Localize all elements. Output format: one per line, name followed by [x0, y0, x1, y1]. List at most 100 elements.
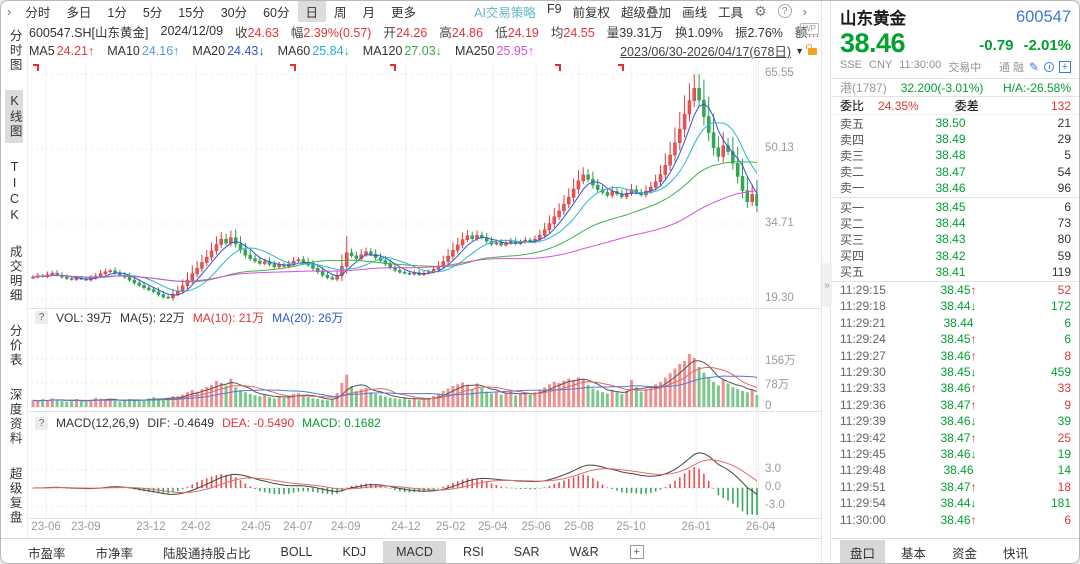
ask-row[interactable]: 卖五 38.50 21 [840, 116, 1071, 131]
pane-help-icon[interactable]: ? [35, 416, 48, 430]
market-status: SSE CNY 11:30:00 交易中 [840, 59, 981, 75]
period-tab-多日[interactable]: 多日 [66, 5, 92, 20]
period-tab-日[interactable]: 日 [297, 1, 327, 22]
sidebar-item-成交明细[interactable]: 成交明细 [7, 244, 22, 303]
ai-strategy-button[interactable]: AI交易策略 [474, 5, 536, 20]
bid-row[interactable]: 买四 38.42 59 [840, 248, 1071, 264]
indicator-tab-bar: 市盈率 市净率 陆股通持股占比 BOLL KDJ MACD RSI SAR W&R + [1, 538, 821, 563]
help-icon[interactable]: ? [777, 4, 792, 18]
add-indicator-icon[interactable]: + [629, 545, 644, 559]
quote-tab-基本[interactable]: 基本 [901, 546, 927, 561]
edit-icon[interactable]: ✎ [1028, 60, 1039, 74]
change-value: -0.79 [979, 37, 1014, 54]
x-axis-label: 24-12 [391, 521, 421, 533]
macd-pane-header: ? MACD(12,26,9) DIF: -0.4649 DEA: -0.5490 MA… [35, 416, 381, 430]
menu-item-前复权[interactable]: 前复权 [572, 5, 611, 20]
alert-bell-icon[interactable] [1044, 62, 1054, 72]
weibi-label: 委比 [840, 99, 865, 113]
period-tab-月[interactable]: 月 [362, 5, 376, 20]
quote-header: 山东黄金 600547 38.46 -0.79 -2.01% SSE CNY 1… [831, 1, 1079, 79]
indicator-tab-BOLL[interactable]: BOLL [280, 545, 313, 559]
macd-axis-label: 0.0 [765, 481, 781, 493]
sidebar-item-TICK[interactable]: TICK [7, 159, 22, 224]
time-and-sales: 11:29:15 38.45↑ 52 11:29:18 38.44↓ 172 11:29:2… [831, 282, 1079, 528]
period-tab-更多[interactable]: 更多 [391, 5, 417, 20]
indicator-tab-RSI[interactable]: RSI [462, 545, 484, 559]
x-axis-label: 25-04 [478, 521, 508, 533]
menu-item-超级叠加[interactable]: 超级叠加 [621, 5, 672, 20]
wp-badge[interactable]: WP [800, 23, 819, 35]
last-price: 38.46 [840, 28, 906, 58]
pane-header-item: VOL: 39万 [56, 311, 113, 325]
weicha-label: 委差 [954, 99, 979, 113]
bid-row[interactable]: 买二 38.44 73 [840, 216, 1071, 231]
ask-row[interactable]: 卖四 38.49 29 [840, 132, 1071, 147]
collapse-panel-handle[interactable]: » [822, 263, 832, 307]
ma-values: MA5 24.21↑ MA10 24.16↑ MA20 24.43↓ MA60 25.84↓ M… [29, 44, 534, 58]
ask-row[interactable]: 卖二 38.47 54 [840, 164, 1071, 180]
period-tab-周[interactable]: 周 [334, 5, 347, 20]
x-axis-label: 24-02 [181, 521, 211, 533]
quote-tab-资金[interactable]: 资金 [952, 546, 978, 561]
ask-row[interactable]: 卖一 38.46 96 [840, 180, 1071, 196]
sidebar-item-深度资料[interactable]: 深度资料 [7, 388, 22, 446]
menu-item-F9[interactable]: F9 [546, 1, 562, 16]
period-tab-分时[interactable]: 分时 [25, 5, 51, 20]
caret-down-icon[interactable]: ▼ [795, 45, 804, 56]
settings-gear-icon[interactable]: ⚙ [754, 2, 767, 19]
x-axis-label: 23-09 [71, 521, 101, 533]
hk-premium: H/A:-26.58% [1002, 80, 1071, 95]
quote-tab-快讯[interactable]: 快讯 [1003, 546, 1029, 561]
info-field-均: 均24.55 [550, 25, 595, 40]
period-tab-1分[interactable]: 1分 [107, 5, 127, 20]
exchange-label: SSE [840, 59, 863, 71]
date-range-selector[interactable]: 2023/06/30-2026/04/17(678日) [620, 45, 792, 59]
indicator-tab-市盈率[interactable]: 市盈率 [28, 546, 66, 561]
candlestick-chart[interactable]: ? VOL: 39万 MA(5): 22万 MA(10): 21万 MA(20): 26… [29, 60, 821, 538]
menu-item-画线[interactable]: 画线 [682, 5, 708, 20]
period-tab-15分[interactable]: 15分 [178, 5, 205, 20]
stock-name: 山东黄金 [840, 10, 906, 28]
ask-row[interactable]: 卖三 38.48 5 [840, 148, 1071, 163]
indicator-tab-KDJ[interactable]: KDJ [342, 545, 367, 559]
hk-share-row: 港(1787) 32.200(-3.01%) H/A:-26.58% [831, 79, 1079, 97]
indicator-tab-SAR[interactable]: SAR [513, 545, 540, 559]
sidebar-item-分价表[interactable]: 分价表 [7, 323, 22, 368]
chart-canvas[interactable] [29, 60, 821, 538]
add-watchlist-icon[interactable]: + [1059, 61, 1071, 73]
tick-row: 11:29:18 38.44↓ 172 [840, 299, 1071, 314]
tick-row: 11:29:51 38.47↑ 18 [840, 479, 1071, 494]
tick-row: 11:29:48 38.46 14 [840, 463, 1071, 478]
indicator-tab-W&R[interactable]: W&R [569, 545, 599, 559]
info-field-高: 高24.86 [439, 25, 484, 40]
bid-row[interactable]: 买五 38.41 119 [840, 264, 1071, 280]
tick-row: 11:29:21 38.44 6 [840, 315, 1071, 330]
expand-panel-icon[interactable]: › [802, 3, 807, 19]
indicator-tab-陆股通持股占比[interactable]: 陆股通持股占比 [163, 546, 251, 561]
info-field-收: 收24.63 [235, 25, 279, 40]
lock-icon[interactable] [806, 44, 817, 55]
pane-header-item: MACD: 0.1682 [302, 416, 381, 430]
info-fields: 收24.63 幅2.39%(0.57) 开24.26 高24.86 低24.19 均24.… [235, 22, 820, 41]
indicator-tab-市净率[interactable]: 市净率 [95, 546, 134, 561]
period-tab-60分[interactable]: 60分 [263, 5, 290, 20]
period-tab-5分[interactable]: 5分 [142, 5, 163, 20]
trading-state: 交易中 [948, 62, 982, 74]
sidebar-item-分时图[interactable]: 分时图 [7, 29, 22, 73]
pane-help-icon[interactable]: ? [35, 311, 48, 324]
indicator-tab-MACD[interactable]: MACD [383, 541, 446, 563]
bid-row[interactable]: 买一 38.45 6 [840, 200, 1071, 215]
quote-tab-盘口[interactable]: 盘口 [840, 539, 886, 563]
sidebar-item-超级复盘[interactable]: 超级复盘 [7, 467, 22, 525]
period-tab-30分[interactable]: 30分 [220, 5, 248, 20]
sidebar-item-K线图[interactable]: K线图 [5, 89, 23, 143]
bid-row[interactable]: 买三 38.43 80 [840, 232, 1071, 247]
info-field-换: 换1.09% [674, 25, 723, 40]
badge-通: 通 [998, 62, 1010, 74]
uptick-arrow-icon: ↑ [970, 430, 977, 445]
collapse-sidebar-icon[interactable]: › [7, 3, 12, 19]
downtick-arrow-icon: ↓ [970, 365, 977, 380]
menu-item-工具[interactable]: 工具 [718, 5, 744, 20]
volume-axis-label: 156万 [765, 355, 796, 367]
